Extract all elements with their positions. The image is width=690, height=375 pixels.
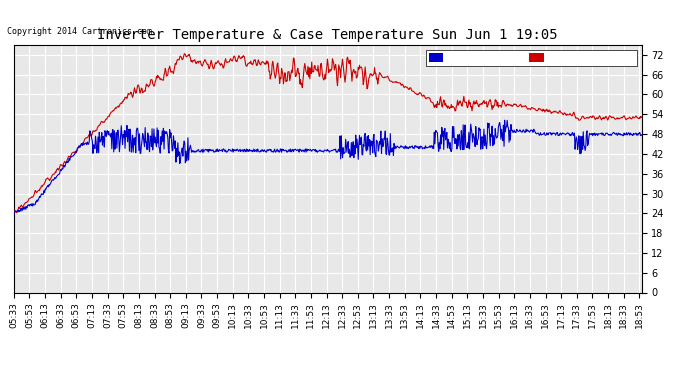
Legend: Case  (°C), Inverter  (°C): Case (°C), Inverter (°C) [426, 50, 637, 66]
Text: Copyright 2014 Cartronics.com: Copyright 2014 Cartronics.com [7, 27, 152, 36]
Title: Inverter Temperature & Case Temperature Sun Jun 1 19:05: Inverter Temperature & Case Temperature … [97, 28, 558, 42]
